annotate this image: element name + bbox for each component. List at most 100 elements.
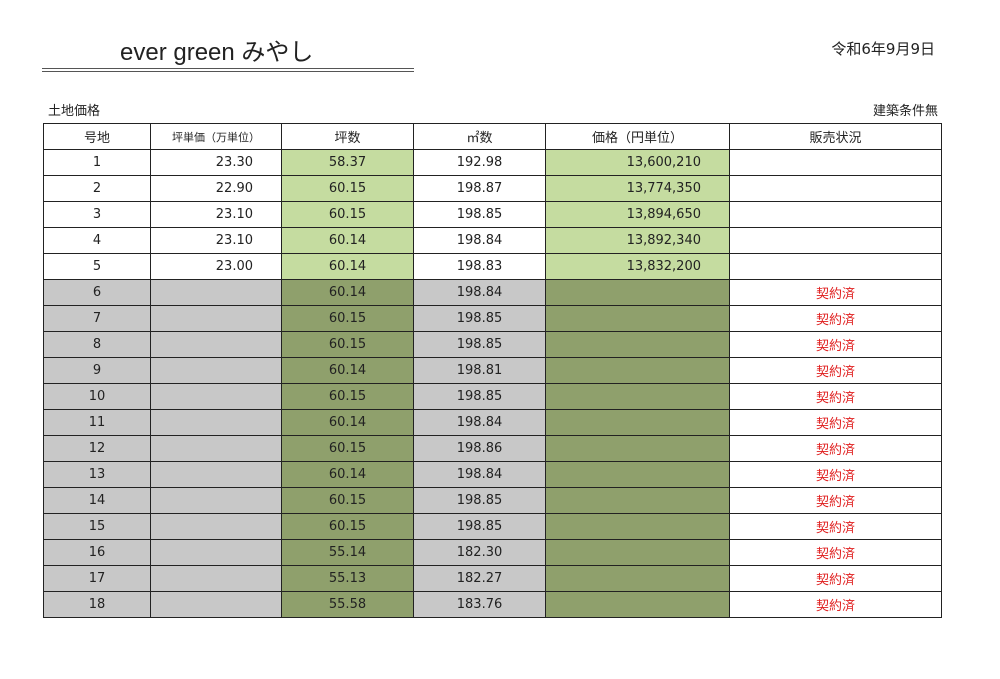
table-row: 10 60.15 198.85 契約済 [43,383,942,410]
status-cell [729,227,942,254]
lot-number-cell: 4 [43,227,151,254]
table-row: 16 55.14 182.30 契約済 [43,539,942,566]
tsubo-cell: 60.15 [281,435,414,462]
square-meters-cell: 182.27 [413,565,546,592]
land-price-label: 土地価格 [48,104,101,119]
document-title: ever green みやし [42,30,414,72]
price-cell [545,357,730,384]
status-cell: 契約済 [729,461,942,488]
status-cell [729,149,942,176]
tsubo-cell: 60.14 [281,357,414,384]
unit-price-cell [150,331,282,358]
price-cell: 13,892,340 [545,227,730,254]
table-row: 1 23.30 58.37 192.98 13,600,210 [43,149,942,176]
square-meters-cell: 198.84 [413,409,546,436]
table-row: 17 55.13 182.27 契約済 [43,565,942,592]
table-row: 14 60.15 198.85 契約済 [43,487,942,514]
lot-number-cell: 16 [43,539,151,566]
square-meters-cell: 198.87 [413,175,546,202]
lot-price-table: 号地 坪単価（万単位） 坪数 ㎡数 価格（円単位） 販売状況 1 23.30 58.… [43,123,942,618]
square-meters-cell: 198.84 [413,227,546,254]
status-cell: 契約済 [729,565,942,592]
table-row: 13 60.14 198.84 契約済 [43,461,942,488]
lot-number-cell: 3 [43,201,151,228]
table-row: 8 60.15 198.85 契約済 [43,331,942,358]
lot-number-cell: 10 [43,383,151,410]
square-meters-cell: 198.85 [413,201,546,228]
tsubo-cell: 55.58 [281,591,414,618]
status-cell: 契約済 [729,513,942,540]
unit-price-cell [150,305,282,332]
price-cell: 13,774,350 [545,175,730,202]
price-cell: 13,600,210 [545,149,730,176]
price-cell [545,383,730,410]
price-cell [545,331,730,358]
document-date: 令和6年9月9日 [831,40,935,58]
price-cell [545,305,730,332]
price-cell [545,409,730,436]
square-meters-cell: 198.86 [413,435,546,462]
col-header-square-meters: ㎡数 [413,123,546,150]
lot-number-cell: 17 [43,565,151,592]
price-cell [545,591,730,618]
lot-number-cell: 14 [43,487,151,514]
square-meters-cell: 183.76 [413,591,546,618]
tsubo-cell: 60.15 [281,383,414,410]
status-cell: 契約済 [729,409,942,436]
square-meters-cell: 198.85 [413,305,546,332]
price-cell [545,435,730,462]
tsubo-cell: 60.15 [281,201,414,228]
col-header-price: 価格（円単位） [545,123,730,150]
table-row: 5 23.00 60.14 198.83 13,832,200 [43,253,942,280]
building-condition-label: 建築条件無 [872,104,938,119]
tsubo-cell: 60.15 [281,175,414,202]
lot-number-cell: 13 [43,461,151,488]
tsubo-cell: 60.14 [281,279,414,306]
square-meters-cell: 198.85 [413,487,546,514]
status-cell [729,175,942,202]
unit-price-cell [150,435,282,462]
unit-price-cell [150,279,282,306]
square-meters-cell: 182.30 [413,539,546,566]
status-cell: 契約済 [729,487,942,514]
price-cell [545,461,730,488]
unit-price-cell [150,539,282,566]
tsubo-cell: 60.15 [281,331,414,358]
square-meters-cell: 198.85 [413,513,546,540]
square-meters-cell: 198.85 [413,383,546,410]
table-row: 12 60.15 198.86 契約済 [43,435,942,462]
price-cell: 13,894,650 [545,201,730,228]
lot-number-cell: 9 [43,357,151,384]
table-row: 9 60.14 198.81 契約済 [43,357,942,384]
unit-price-cell [150,487,282,514]
unit-price-cell: 23.30 [150,149,282,176]
square-meters-cell: 198.84 [413,279,546,306]
square-meters-cell: 198.83 [413,253,546,280]
status-cell: 契約済 [729,539,942,566]
tsubo-cell: 60.14 [281,409,414,436]
square-meters-cell: 198.81 [413,357,546,384]
tsubo-cell: 55.14 [281,539,414,566]
lot-number-cell: 2 [43,175,151,202]
lot-number-cell: 6 [43,279,151,306]
lot-number-cell: 7 [43,305,151,332]
table-row: 18 55.58 183.76 契約済 [43,591,942,618]
unit-price-cell: 23.10 [150,201,282,228]
price-cell [545,487,730,514]
unit-price-cell [150,565,282,592]
status-cell: 契約済 [729,435,942,462]
status-cell: 契約済 [729,331,942,358]
table-header-row: 号地 坪単価（万単位） 坪数 ㎡数 価格（円単位） 販売状況 [43,123,942,150]
tsubo-cell: 58.37 [281,149,414,176]
tsubo-cell: 60.15 [281,487,414,514]
status-cell: 契約済 [729,591,942,618]
unit-price-cell [150,357,282,384]
price-cell [545,513,730,540]
col-header-lot-number: 号地 [43,123,151,150]
status-cell [729,201,942,228]
tsubo-cell: 60.15 [281,513,414,540]
status-cell: 契約済 [729,279,942,306]
unit-price-cell: 23.10 [150,227,282,254]
price-cell [545,565,730,592]
tsubo-cell: 60.14 [281,253,414,280]
